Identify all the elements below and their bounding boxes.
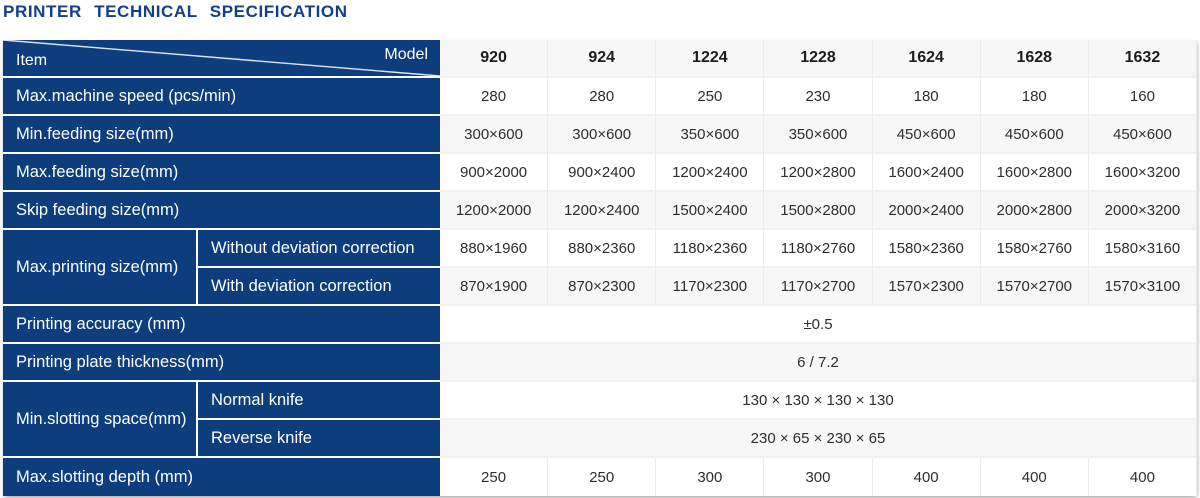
table-row: With deviation correction 870×1900 870×2… (3, 268, 1197, 306)
spec-value-cell: 880×2360 (548, 230, 657, 268)
model-column-header: 1632 (1088, 40, 1197, 78)
item-header-label: Item (16, 52, 48, 69)
spec-table: Model Item 920 924 1224 1228 1624 1628 1… (3, 40, 1197, 496)
table-row: Min.slotting space(mm) Normal knife 130 … (3, 382, 1197, 458)
model-header-label: Model (384, 46, 428, 63)
spec-value-cell: 1580×3160 (1088, 230, 1197, 268)
spec-value-cell: 400 (1088, 458, 1197, 496)
table-row: Max.feeding size(mm) 900×2000 900×2400 1… (3, 154, 1197, 192)
spec-value-cell: 1200×2000 (440, 192, 549, 230)
spec-value-cell: 400 (980, 458, 1089, 496)
spec-value-cell: 1200×2400 (548, 192, 657, 230)
spec-value-cell: 1500×2400 (656, 192, 765, 230)
table-row: Printing plate thickness(mm) 6 / 7.2 (3, 344, 1197, 382)
row-label-plate-thickness: Printing plate thickness(mm) (3, 344, 440, 382)
spec-value-cell: 450×600 (980, 116, 1089, 154)
spec-value-cell-span: 230 × 65 × 230 × 65 (440, 420, 1197, 458)
spec-value-cell: 250 (656, 78, 765, 116)
table-row: Max.machine speed (pcs/min) 280 280 250 … (3, 78, 1197, 116)
spec-value-cell: 250 (548, 458, 657, 496)
spec-value-cell: 2000×3200 (1088, 192, 1197, 230)
table-header-row: Model Item 920 924 1224 1228 1624 1628 1… (3, 40, 1197, 78)
spec-value-cell: 870×1900 (440, 268, 549, 306)
page-title: PRINTER TECHNICAL SPECIFICATION (3, 2, 348, 21)
row-label-max-slotting-depth: Max.slotting depth (mm) (3, 458, 440, 496)
spec-value-cell: 250 (440, 458, 549, 496)
spec-value-cell: 1570×2700 (980, 268, 1089, 306)
model-column-header: 1228 (764, 40, 873, 78)
spec-value-cell: 300×600 (440, 116, 549, 154)
spec-value-cell: 1600×3200 (1088, 154, 1197, 192)
row-sublabel-without-correction: Without deviation correction (198, 230, 440, 268)
spec-value-cell: 870×2300 (548, 268, 657, 306)
model-column-header: 1628 (980, 40, 1089, 78)
spec-value-cell: 1500×2800 (764, 192, 873, 230)
spec-value-cell: 350×600 (656, 116, 765, 154)
spec-value-cell: 1600×2800 (980, 154, 1089, 192)
row-label-skip-feeding: Skip feeding size(mm) (3, 192, 440, 230)
spec-value-cell: 350×600 (764, 116, 873, 154)
spec-value-cell: 300×600 (548, 116, 657, 154)
spec-value-cell: 900×2000 (440, 154, 549, 192)
spec-value-cell: 400 (872, 458, 981, 496)
spec-value-cell: 280 (548, 78, 657, 116)
spec-value-cell: 1200×2800 (764, 154, 873, 192)
spec-value-cell: 1570×2300 (872, 268, 981, 306)
row-label-max-feeding: Max.feeding size(mm) (3, 154, 440, 192)
table-row: Max.printing size(mm) Without deviation … (3, 230, 1197, 306)
spec-value-cell: 1600×2400 (872, 154, 981, 192)
row-label-min-slotting: Min.slotting space(mm) (3, 382, 198, 458)
spec-value-cell: 450×600 (1088, 116, 1197, 154)
table-row: Printing accuracy (mm) ±0.5 (3, 306, 1197, 344)
spec-value-cell: 1170×2700 (764, 268, 873, 306)
row-sublabel-with-correction: With deviation correction (198, 268, 440, 306)
spec-value-cell: 1180×2760 (764, 230, 873, 268)
spec-value-cell: 880×1960 (440, 230, 549, 268)
model-column-header: 1624 (872, 40, 981, 78)
spec-value-cell: 1170×2300 (656, 268, 765, 306)
model-column-header: 924 (548, 40, 657, 78)
model-column-header: 920 (440, 40, 549, 78)
row-label-printing-accuracy: Printing accuracy (mm) (3, 306, 440, 344)
row-label-max-printing: Max.printing size(mm) (3, 230, 198, 306)
spec-value-cell: 2000×2400 (872, 192, 981, 230)
spec-value-cell: 230 (764, 78, 873, 116)
table-row: Reverse knife 230 × 65 × 230 × 65 (3, 420, 1197, 458)
spec-value-cell: 180 (872, 78, 981, 116)
spec-value-cell: 450×600 (872, 116, 981, 154)
table-row: Max.slotting depth (mm) 250 250 300 300 … (3, 458, 1197, 496)
spec-value-cell: 160 (1088, 78, 1197, 116)
spec-value-cell-span: 6 / 7.2 (440, 344, 1197, 382)
spec-value-cell-span: 130 × 130 × 130 × 130 (440, 382, 1197, 420)
model-column-header: 1224 (656, 40, 765, 78)
spec-value-cell-span: ±0.5 (440, 306, 1197, 344)
item-model-corner-cell: Model Item (3, 40, 440, 78)
spec-value-cell: 1580×2360 (872, 230, 981, 268)
diagonal-divider (3, 40, 440, 76)
row-sublabel-normal-knife: Normal knife (198, 382, 440, 420)
spec-value-cell: 1180×2360 (656, 230, 765, 268)
spec-value-cell: 300 (764, 458, 873, 496)
table-row: Min.feeding size(mm) 300×600 300×600 350… (3, 116, 1197, 154)
spec-value-cell: 1200×2400 (656, 154, 765, 192)
spec-value-cell: 2000×2800 (980, 192, 1089, 230)
spec-value-cell: 1570×3100 (1088, 268, 1197, 306)
spec-value-cell: 180 (980, 78, 1089, 116)
spec-value-cell: 300 (656, 458, 765, 496)
row-label-min-feeding: Min.feeding size(mm) (3, 116, 440, 154)
spec-value-cell: 280 (440, 78, 549, 116)
row-sublabel-reverse-knife: Reverse knife (198, 420, 440, 458)
table-row: Skip feeding size(mm) 1200×2000 1200×240… (3, 192, 1197, 230)
spec-value-cell: 900×2400 (548, 154, 657, 192)
row-label-machine-speed: Max.machine speed (pcs/min) (3, 78, 440, 116)
spec-value-cell: 1580×2760 (980, 230, 1089, 268)
